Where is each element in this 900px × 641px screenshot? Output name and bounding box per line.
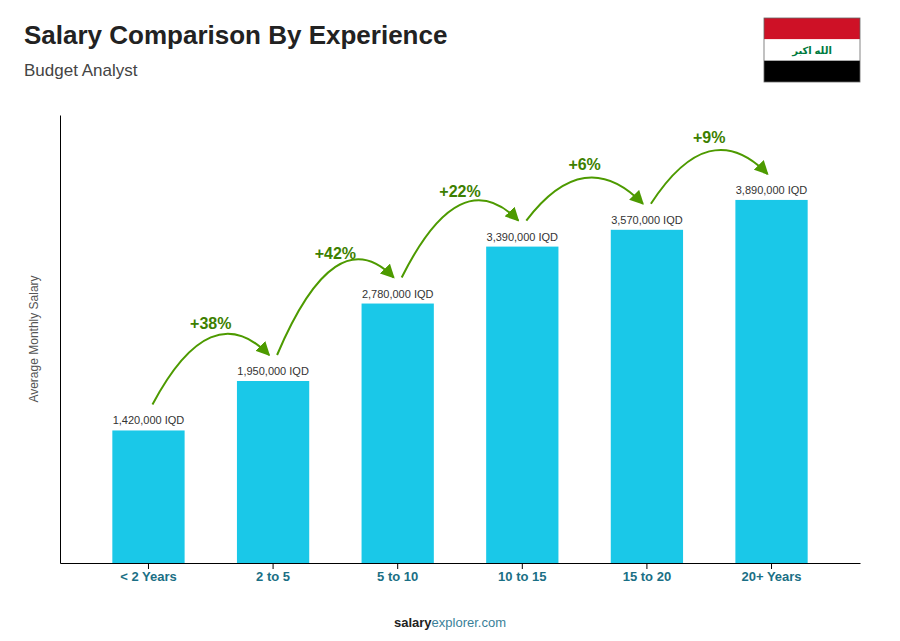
bar	[486, 247, 558, 563]
x-tick-label: 10 to 15	[498, 569, 546, 584]
data-labels: 1,420,000 IQD 1,950,000 IQD 2,780,000 IQD 3…	[113, 184, 808, 427]
bars	[112, 200, 807, 563]
x-tick: 20+ Years	[741, 563, 801, 584]
footer-part: explorer.com	[432, 615, 506, 630]
x-tick: 5 to 10	[377, 563, 418, 584]
x-tick-label: 20+ Years	[741, 569, 801, 584]
flag-text: الله اكبر	[791, 45, 832, 57]
x-tick: 15 to 20	[623, 563, 671, 584]
bar	[112, 430, 184, 563]
x-tick: 10 to 15	[498, 563, 546, 584]
bar	[362, 304, 434, 563]
y-axis-line	[60, 116, 61, 564]
x-axis-line	[61, 563, 861, 564]
x-tick-label: 5 to 10	[377, 569, 418, 584]
flag-stripe	[764, 61, 860, 82]
title: Salary Comparison By Experience	[24, 20, 447, 50]
x-tick: 2 to 5	[256, 563, 290, 584]
change-arrow	[526, 177, 643, 220]
change-label: +38%	[190, 315, 231, 332]
data-label: 3,390,000 IQD	[487, 231, 559, 243]
x-tick-mark	[771, 563, 772, 569]
flag-stripe	[764, 39, 860, 60]
plot: < 2 Years 2 to 5 5 to 10 10 to 15 15 to 20 20…	[61, 116, 861, 585]
x-tick-label: < 2 Years	[120, 569, 177, 584]
bar	[611, 230, 683, 563]
x-tick: < 2 Years	[120, 563, 177, 584]
flag-border	[764, 18, 860, 82]
change-arrow	[152, 334, 269, 405]
data-label: 2,780,000 IQD	[362, 288, 434, 300]
y-axis-label: Average Monthly Salary	[27, 275, 41, 402]
change-label: +42%	[315, 245, 356, 262]
change-arrow	[651, 150, 768, 204]
x-tick-label: 15 to 20	[623, 569, 671, 584]
annotations: +38% +42% +22% +6% +9%	[152, 129, 767, 404]
change-label: +9%	[693, 129, 725, 146]
x-axis: < 2 Years 2 to 5 5 to 10 10 to 15 15 to 20 20…	[61, 563, 861, 584]
bar	[735, 200, 807, 563]
x-tick-mark	[397, 563, 398, 569]
change-label: +22%	[439, 183, 480, 200]
bar	[237, 381, 309, 563]
data-label: 3,570,000 IQD	[611, 214, 683, 226]
footer: salaryexplorer.com	[394, 615, 506, 630]
change-label: +6%	[568, 156, 600, 173]
change-arrow	[277, 259, 394, 355]
flag: الله اكبر	[764, 18, 860, 82]
x-tick-mark	[148, 563, 149, 569]
footer-part: salary	[394, 615, 432, 630]
x-tick-mark	[522, 563, 523, 569]
data-label: 3,890,000 IQD	[736, 184, 808, 196]
y-axis	[60, 116, 61, 564]
subtitle: Budget Analyst	[24, 61, 138, 80]
data-label: 1,420,000 IQD	[113, 414, 185, 426]
flag-stripe	[764, 18, 860, 39]
chart: Salary Comparison By Experience Budget An…	[0, 0, 900, 641]
data-label: 1,950,000 IQD	[237, 365, 309, 377]
x-tick-mark	[273, 563, 274, 569]
change-arrow	[402, 200, 519, 277]
x-tick-label: 2 to 5	[256, 569, 290, 584]
x-tick-mark	[646, 563, 647, 569]
